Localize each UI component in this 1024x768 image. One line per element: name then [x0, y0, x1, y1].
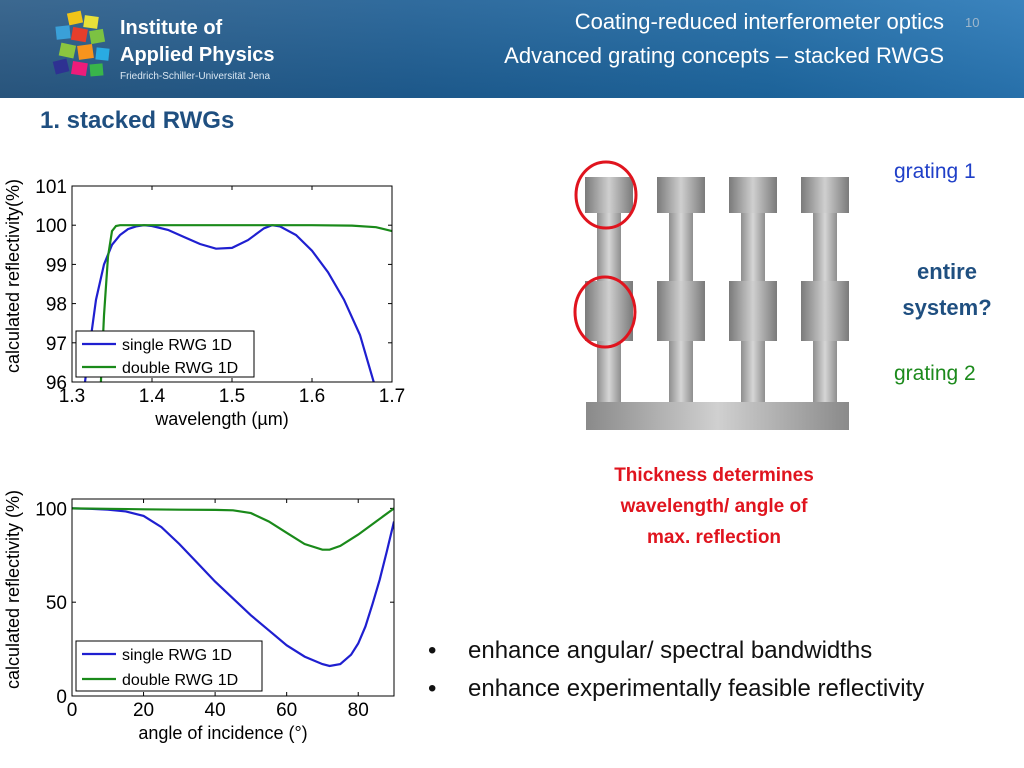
label-entire-line1: entire — [917, 259, 977, 284]
caption-line3: max. reflection — [646, 527, 782, 548]
legend-entry: double RWG 1D — [122, 360, 238, 377]
highlight-circle-grating-2 — [573, 275, 637, 349]
wavelength-chart-svg: 1.3 1.4 1.5 1.6 1.7 96 97 98 99 100 101 wavelength … — [3, 177, 405, 429]
legend-entry: double RWG 1D — [122, 672, 238, 689]
caption-line1: Thickness determines — [614, 465, 814, 486]
header-banner: Institute of Applied Physics Friedrich-S… — [0, 0, 1024, 98]
label-entire-system: entire system? — [893, 254, 1001, 326]
bullet-dot-icon: • — [428, 637, 437, 664]
wavelength-reflectivity-chart: 1.3 1.4 1.5 1.6 1.7 96 97 98 99 100 101 wavelength … — [0, 150, 420, 440]
institute-logo-icon — [52, 10, 110, 77]
y-tick-label: 0 — [56, 687, 67, 708]
label-grating-1: grating 1 — [894, 160, 976, 183]
series-line-single — [72, 507, 394, 668]
series-line-single — [83, 224, 375, 382]
grating-column-3 — [729, 177, 777, 405]
highlight-circle-grating-1 — [574, 160, 638, 230]
y-tick-label: 97 — [46, 334, 67, 355]
x-tick-label: 80 — [348, 700, 369, 721]
x-tick-label: 20 — [133, 700, 154, 721]
bullet-text: enhance experimentally feasible reflecti… — [468, 675, 925, 702]
x-axis-label: wavelength (µm) — [154, 409, 288, 429]
bullet-dot-icon: • — [428, 675, 437, 702]
slide-title-line2: Advanced grating concepts – stacked RWGS — [504, 43, 944, 68]
bullet-list: • enhance angular/ spectral bandwidths • e… — [428, 632, 924, 708]
series-line-double — [72, 507, 394, 551]
x-tick-label: 1.4 — [139, 386, 166, 407]
plot-frame — [71, 185, 393, 383]
plot-frame — [71, 498, 395, 697]
substrate — [586, 402, 849, 430]
x-tick-label: 1.3 — [59, 386, 85, 407]
y-tick-label: 100 — [35, 216, 67, 237]
label-grating-2: grating 2 — [894, 362, 976, 385]
university-name: Friedrich-Schiller-Universität Jena — [120, 71, 271, 82]
x-tick-label: 40 — [205, 700, 226, 721]
section-title: 1. stacked RWGs — [40, 107, 235, 134]
y-tick-label: 100 — [35, 499, 67, 520]
slide-title-line1: Coating-reduced interferometer optics — [574, 9, 944, 34]
legend-box — [75, 640, 263, 692]
grating-column-4 — [801, 177, 849, 405]
bullet-item: • enhance experimentally feasible reflect… — [428, 670, 924, 708]
x-tick-label: 1.6 — [299, 386, 325, 407]
x-tick-label: 60 — [276, 700, 297, 721]
y-tick-label: 98 — [46, 295, 67, 316]
legend-box — [75, 330, 255, 378]
label-entire-line2: system? — [902, 295, 992, 320]
angle-chart-svg: 0 20 40 60 80 0 50 100 angle of incidence (°) cal… — [3, 490, 395, 743]
thickness-caption: Thickness determines wavelength/ angle o… — [588, 460, 840, 553]
institute-name-line2: Applied Physics — [120, 44, 275, 66]
y-axis-label: calculated reflectivity (%) — [3, 490, 23, 689]
caption-line2: wavelength/ angle of — [620, 496, 808, 517]
y-tick-label: 101 — [35, 177, 67, 198]
angle-reflectivity-chart: 0 20 40 60 80 0 50 100 angle of incidence (°) cal… — [0, 478, 420, 763]
x-tick-label: 1.5 — [219, 386, 245, 407]
series-line-double — [99, 224, 392, 382]
x-axis-label: angle of incidence (°) — [138, 723, 307, 743]
bullet-text: enhance angular/ spectral bandwidths — [468, 637, 873, 664]
grating-column-1 — [585, 177, 633, 405]
y-tick-label: 99 — [46, 255, 67, 276]
bullet-item: • enhance angular/ spectral bandwidths — [428, 632, 924, 670]
x-tick-label: 0 — [67, 700, 78, 721]
y-tick-label: 50 — [46, 593, 67, 614]
y-tick-label: 96 — [46, 373, 67, 394]
y-axis-label: calculated reflectivity(%) — [3, 179, 23, 373]
stacked-grating-diagram — [573, 160, 849, 430]
x-tick-label: 1.7 — [379, 386, 405, 407]
legend-entry: single RWG 1D — [122, 337, 232, 354]
page-number: 10 — [965, 15, 980, 30]
legend-entry: single RWG 1D — [122, 647, 232, 664]
institute-name-line1: Institute of — [120, 17, 223, 39]
grating-column-2 — [657, 177, 705, 405]
